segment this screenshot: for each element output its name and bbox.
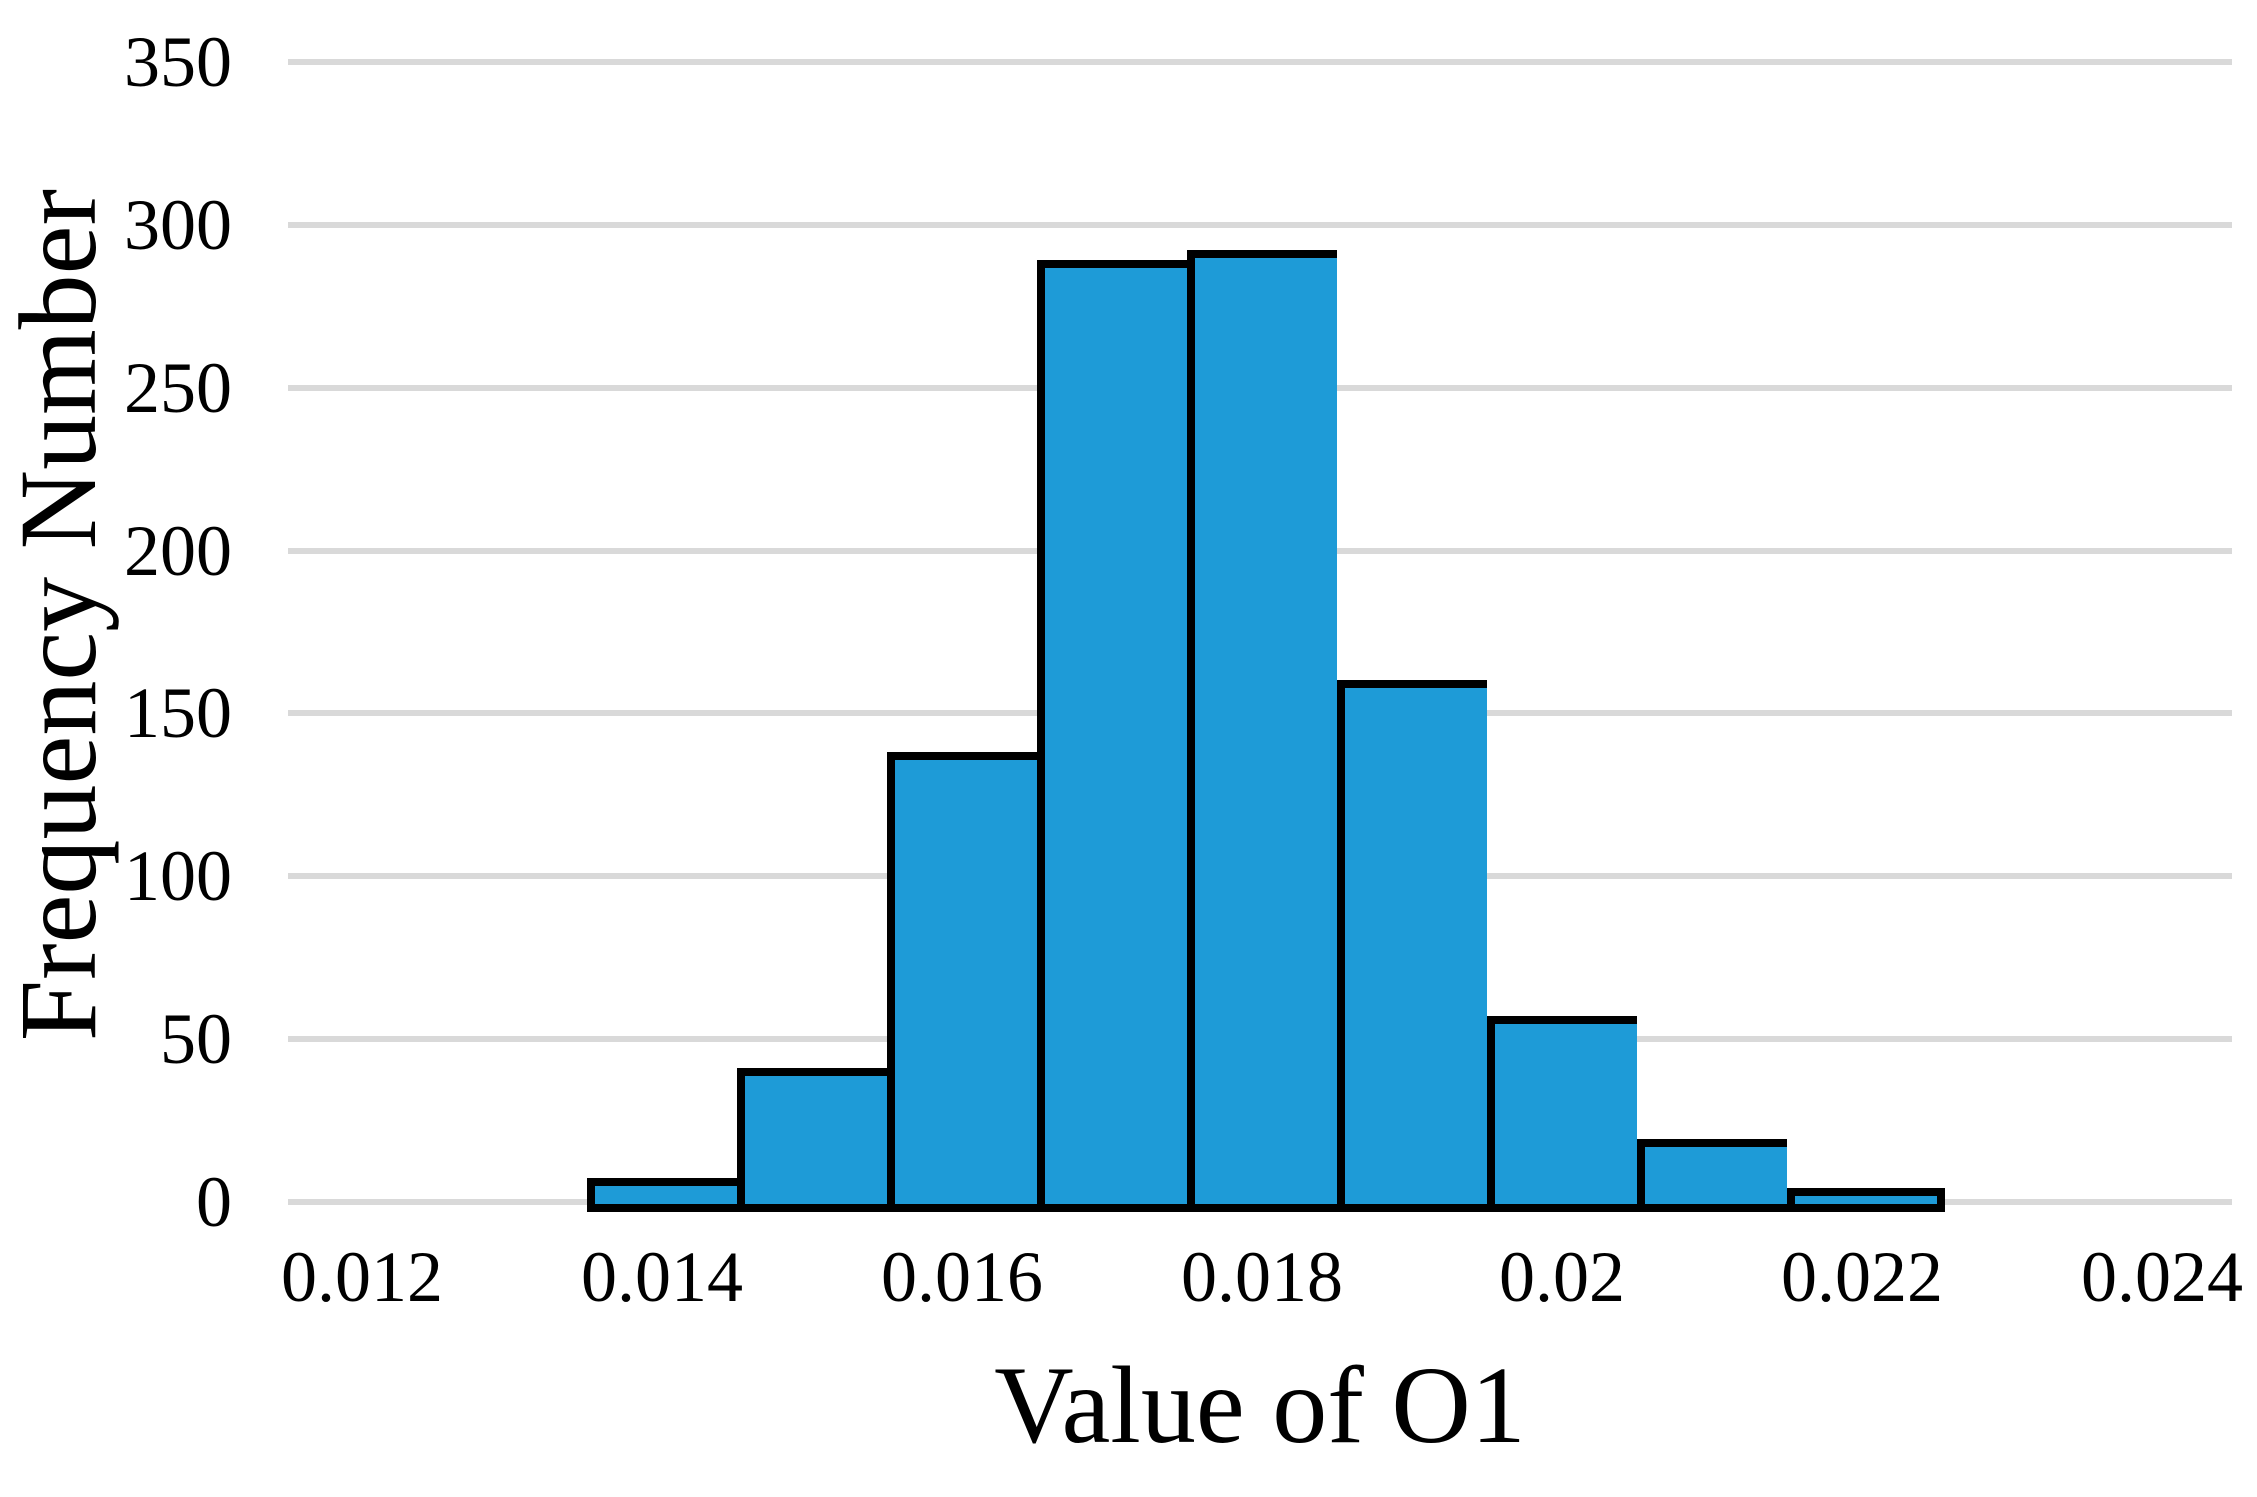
- histogram-bar: [1787, 1188, 1945, 1212]
- x-tick-label: 0.024: [2081, 1237, 2243, 1317]
- histogram-bar: [1037, 259, 1187, 1212]
- histogram-bar: [587, 1178, 737, 1212]
- x-tick-label: 0.018: [1181, 1237, 1343, 1317]
- histogram-bar: [887, 751, 1037, 1212]
- y-tick-label: 50: [160, 999, 232, 1080]
- x-tick-label: 0.02: [1499, 1237, 1625, 1317]
- histogram-bar: [1637, 1139, 1787, 1212]
- y-tick-label: 150: [124, 673, 232, 754]
- y-tick-label: 0: [196, 1162, 232, 1242]
- y-tick-label: 200: [124, 510, 232, 591]
- gridline: [288, 59, 2232, 65]
- histogram-bar: [1337, 680, 1487, 1212]
- x-tick-label: 0.014: [581, 1237, 743, 1317]
- y-axis-title: Frequency Number: [0, 188, 119, 1042]
- x-tick-label: 0.012: [281, 1237, 443, 1317]
- gridline: [288, 221, 2232, 228]
- x-tick-label: 0.016: [881, 1237, 1043, 1317]
- y-tick-label: 300: [124, 184, 232, 265]
- y-tick-label: 250: [124, 347, 232, 428]
- x-tick-label: 0.022: [1781, 1237, 1943, 1317]
- histogram-bar: [1487, 1015, 1637, 1212]
- histogram-bar: [1187, 250, 1337, 1212]
- histogram-bar: [737, 1067, 887, 1212]
- y-tick-label: 100: [124, 836, 232, 917]
- x-axis-title: Value of O1: [994, 1344, 1526, 1466]
- y-tick-label: 350: [124, 22, 232, 102]
